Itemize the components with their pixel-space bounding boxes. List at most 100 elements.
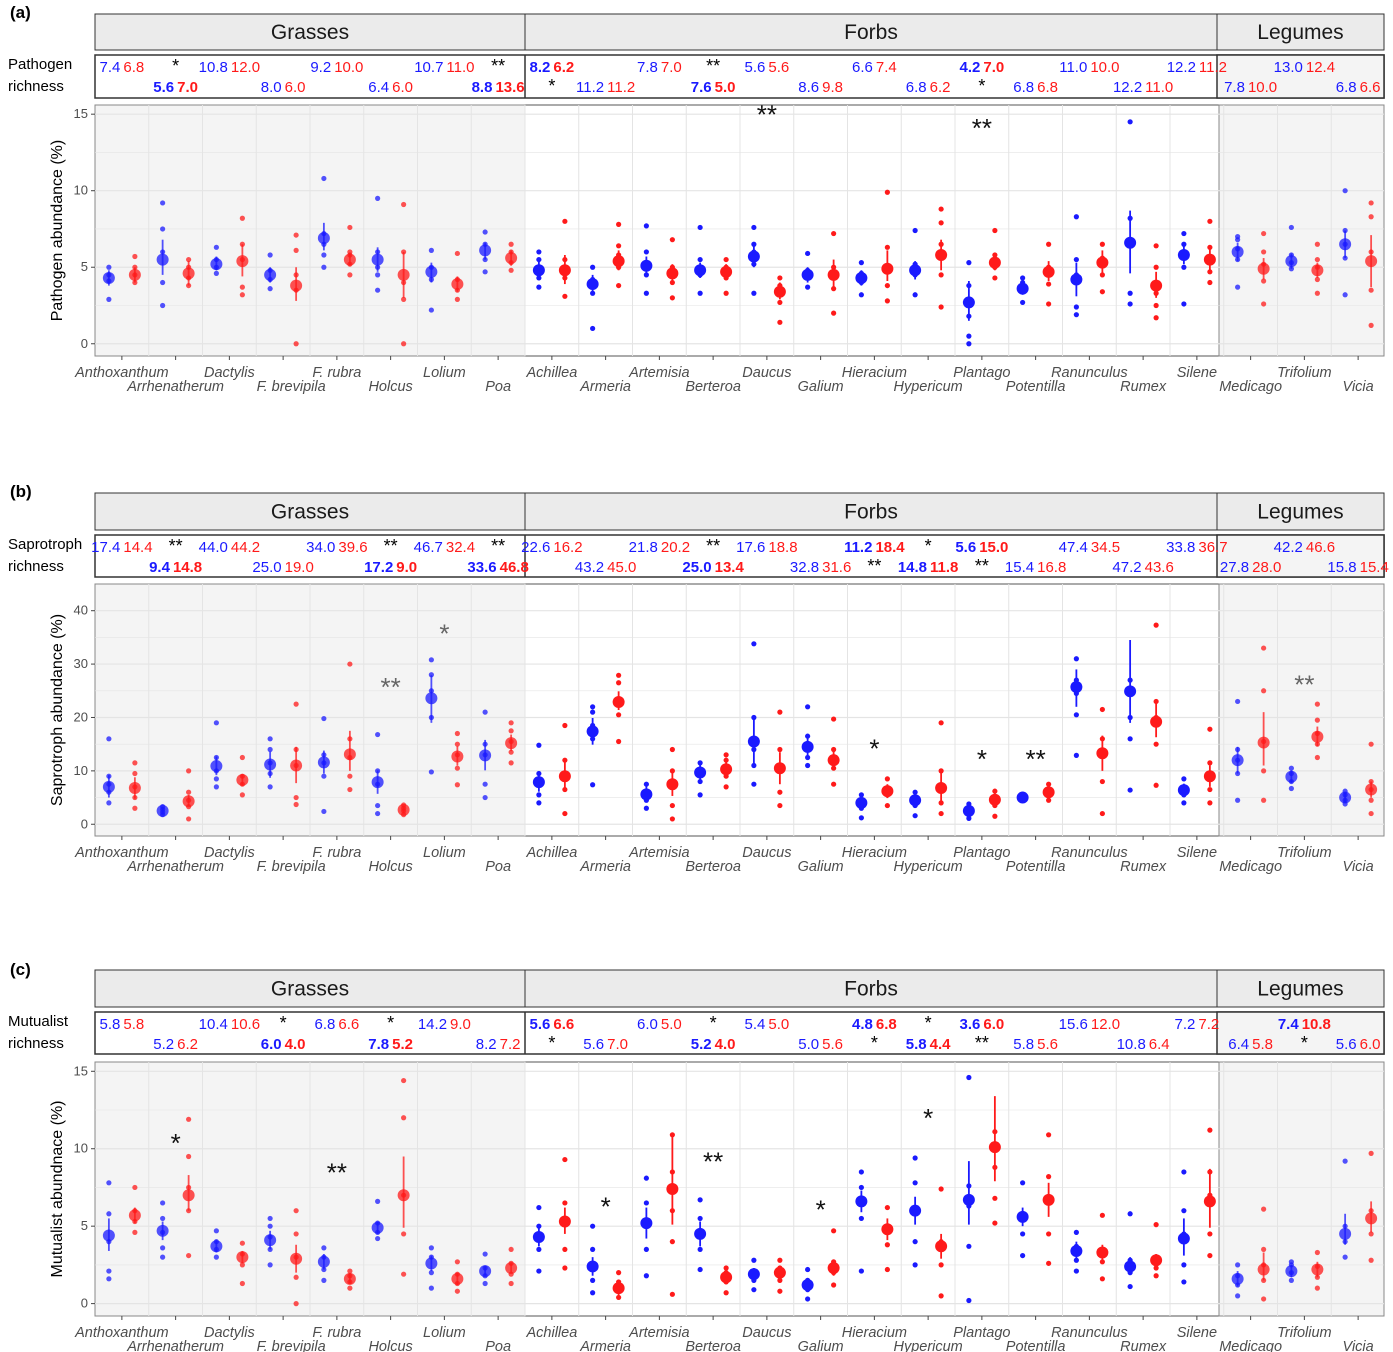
data-group-red (1365, 741, 1378, 817)
mean-marker (988, 256, 1001, 269)
data-point (1261, 1246, 1267, 1253)
richness-significance: * (387, 1013, 394, 1033)
data-group-red (827, 230, 840, 316)
mean-marker (1016, 1210, 1029, 1223)
mean-marker (827, 268, 840, 281)
data-point (1153, 264, 1159, 270)
mean-marker (1257, 1263, 1270, 1276)
x-tick-label: Berteroa (685, 859, 741, 875)
data-point (616, 680, 622, 686)
richness-blue: 7.6 (691, 79, 712, 96)
richness-blue: 17.6 (736, 539, 765, 556)
richness-red: 6.0 (285, 79, 306, 96)
data-group-red (666, 746, 679, 822)
richness-value: 8.0 6.0 (261, 79, 306, 96)
data-point (1046, 797, 1052, 803)
data-point (1314, 701, 1320, 707)
mean-marker (720, 763, 733, 776)
mean-marker (612, 1282, 625, 1295)
mean-marker (694, 766, 707, 779)
data-point (454, 296, 460, 302)
richness-value: 3.6 6.0 (960, 1016, 1005, 1033)
mean-marker (1042, 1193, 1055, 1206)
data-point (884, 802, 890, 809)
data-group-blue (1285, 765, 1298, 792)
data-point (562, 1265, 568, 1271)
mean-marker (1124, 685, 1137, 698)
richness-red: 5.2 (392, 1036, 413, 1053)
data-point (562, 1246, 568, 1253)
mean-marker (747, 1268, 760, 1281)
mean-marker (612, 255, 625, 268)
mean-marker (290, 279, 303, 292)
data-group-blue (156, 804, 169, 818)
data-point (347, 224, 353, 231)
data-group-red (773, 709, 786, 809)
mean-marker (827, 754, 840, 767)
richness-red: 5.6 (1037, 1036, 1058, 1053)
mean-marker (935, 248, 948, 261)
mean-marker (801, 1279, 814, 1292)
mean-marker (1203, 1195, 1216, 1208)
x-tick-label: Arrhenatherum (126, 379, 224, 395)
data-point (428, 1285, 434, 1291)
data-point (562, 757, 568, 763)
data-point (751, 241, 757, 247)
data-group-red (1042, 781, 1055, 803)
data-point (454, 250, 460, 257)
data-point (213, 720, 219, 726)
data-point (536, 800, 542, 806)
data-group-blue (264, 736, 277, 790)
significance-mark: * (869, 734, 879, 764)
richness-red: 6.2 (177, 1036, 198, 1053)
data-point (482, 229, 488, 235)
mean-marker (1042, 786, 1055, 799)
data-point (132, 770, 138, 777)
richness-blue: 33.8 (1166, 539, 1195, 556)
data-point (1207, 244, 1213, 250)
data-point (1261, 249, 1267, 255)
data-group-red (935, 720, 948, 817)
data-point (1314, 717, 1320, 723)
panel-label: (a) (10, 3, 31, 22)
richness-red: 7.2 (1198, 1016, 1219, 1033)
data-point (160, 1254, 166, 1260)
mean-marker (532, 1231, 545, 1244)
richness-red: 14.4 (123, 539, 152, 556)
data-point (858, 792, 864, 798)
richness-value: 4.8 6.8 (852, 1016, 897, 1033)
richness-blue: 5.2 (691, 1036, 712, 1053)
x-tick-label: Lolium (423, 365, 466, 381)
richness-red: 32.4 (446, 539, 475, 556)
richness-red: 7.2 (500, 1036, 521, 1053)
mean-marker (1285, 770, 1298, 783)
data-point (482, 269, 488, 275)
data-group-red (881, 776, 894, 809)
data-point (1153, 698, 1159, 705)
data-point (239, 1280, 245, 1287)
mean-marker (425, 1257, 438, 1270)
richness-red: 5.8 (123, 1016, 144, 1033)
richness-value: 7.8 10.0 (1224, 79, 1277, 96)
data-group-red (1096, 241, 1109, 295)
data-group-red (397, 802, 410, 818)
x-tick-label: Daucus (742, 1325, 791, 1341)
richness-red: 13.6 (495, 79, 524, 96)
richness-blue: 6.8 (906, 79, 927, 96)
data-point (508, 267, 514, 273)
data-group-red (881, 189, 894, 304)
data-point (1288, 1259, 1294, 1265)
mean-marker (1365, 1212, 1378, 1225)
richness-red: 16.8 (1037, 559, 1066, 576)
mean-marker (881, 262, 894, 275)
data-point (1314, 754, 1320, 761)
data-group-blue (962, 801, 975, 821)
data-point (1261, 645, 1267, 651)
mean-marker (612, 695, 625, 708)
data-point (643, 223, 649, 229)
data-point (293, 701, 299, 707)
data-point (106, 736, 112, 742)
data-point (1127, 787, 1133, 793)
richness-significance: ** (169, 536, 183, 556)
data-point (106, 1268, 112, 1274)
